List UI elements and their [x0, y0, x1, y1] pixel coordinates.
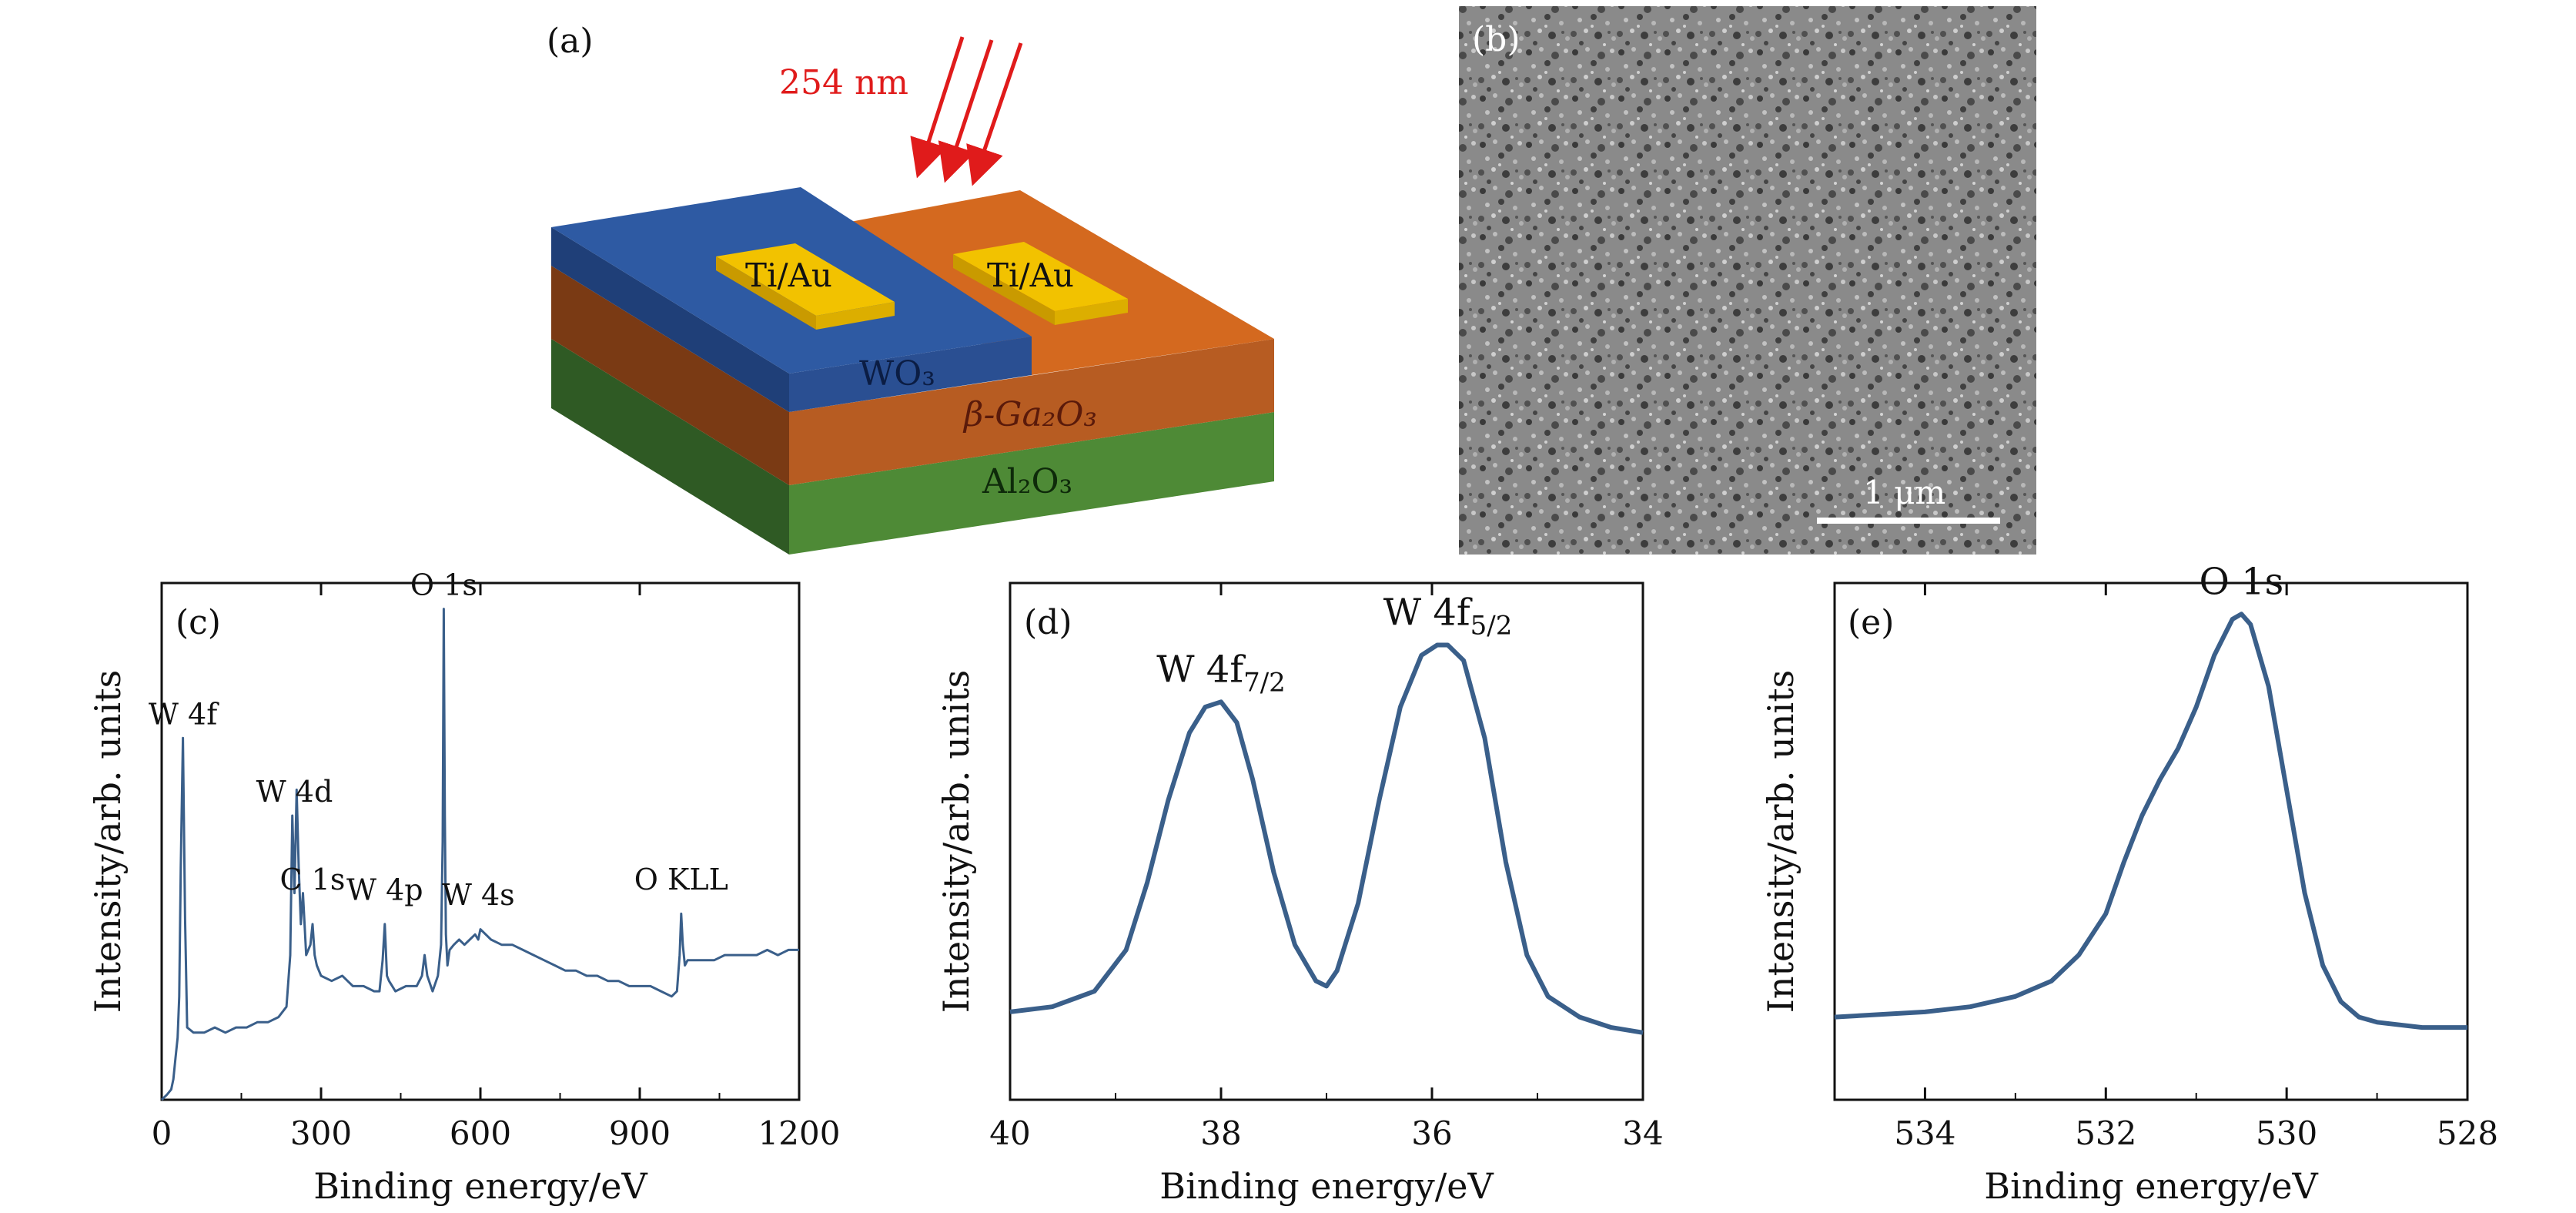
scale-bar-label: 1 μm — [1863, 474, 1945, 511]
al2o3-side-front — [789, 412, 1274, 555]
uv-arrows — [910, 36, 1023, 186]
ga2o3-side-front — [789, 339, 1274, 485]
peak-label: W 4f5/2 — [1383, 591, 1513, 642]
x-tick-label: 0 — [152, 1114, 172, 1152]
layer-label-al2o3: Al₂O₃ — [982, 462, 1072, 501]
x-axis-title: Binding energy/eV — [313, 1165, 647, 1207]
panel-e: (e) 534 532 530 528 Binding energy/eV Intensi… — [1760, 560, 2498, 1207]
peak-label: C 1s — [280, 863, 346, 896]
spectrum-line — [1834, 612, 2467, 1030]
x-tick-label: 530 — [2256, 1114, 2317, 1152]
panel-label-e: (e) — [1848, 603, 1894, 642]
uv-arrow-2 — [938, 39, 994, 183]
x-tick-label: 38 — [1200, 1114, 1241, 1152]
y-axis-title: Intensity/arb. units — [1760, 670, 1802, 1014]
panel-label-d: (d) — [1024, 603, 1072, 642]
x-tick-label: 40 — [989, 1114, 1030, 1152]
electrode-label-right: Ti/Au — [987, 256, 1074, 294]
x-tick-label: 534 — [1894, 1114, 1955, 1152]
uv-arrow-3 — [966, 42, 1023, 186]
wo3-side-front — [789, 337, 1032, 412]
spectrum-line — [160, 608, 799, 1101]
chart-c: 0 300 600 900 1200 Binding energy/eV Intensity… — [87, 568, 840, 1207]
electrode-label-left: Ti/Au — [745, 256, 832, 294]
x-tick-label: 36 — [1411, 1114, 1452, 1152]
spectrum-line — [1009, 642, 1644, 1035]
x-tick-label: 34 — [1622, 1114, 1663, 1152]
chart-e: 534 532 530 528 Binding energy/eV Intensity/a… — [1760, 560, 2498, 1207]
peak-label: O 1s — [410, 568, 477, 602]
peak-label: W 4f7/2 — [1156, 648, 1286, 698]
ga2o3-side-left — [551, 266, 789, 485]
peak-label: O 1s — [2200, 560, 2284, 603]
sem-image — [1459, 6, 2036, 555]
x-tick-label: 528 — [2437, 1114, 2498, 1152]
x-tick-label: 1200 — [758, 1114, 841, 1152]
peak-label: W 4s — [442, 878, 515, 912]
panel-label-c: (c) — [176, 603, 221, 642]
y-axis-title: Intensity/arb. units — [935, 670, 977, 1014]
electrode-right: Ti/Au — [953, 242, 1128, 325]
uv-label: 254 nm — [779, 63, 908, 102]
panel-label-a: (a) — [547, 22, 594, 61]
x-axis-title: Binding energy/eV — [1984, 1165, 2318, 1207]
x-tick-label: 532 — [2075, 1114, 2136, 1152]
x-axis-title: Binding energy/eV — [1159, 1165, 1494, 1207]
x-tick-label: 600 — [450, 1114, 511, 1152]
x-tick-label: 900 — [609, 1114, 671, 1152]
panel-a: (a) Ti/Au Ti/Au WO₃ β-Ga₂O₃ Al₂O₃ — [547, 22, 1274, 555]
peak-label: O KLL — [634, 863, 728, 896]
wo3-side-left — [551, 227, 789, 412]
panel-d: (d) 40 38 36 34 Binding energy/eV Intensity/a… — [935, 581, 1664, 1207]
layer-label-ga2o3: β-Ga₂O₃ — [962, 395, 1097, 434]
plot-frame — [1009, 581, 1644, 1101]
plot-frame — [1833, 581, 2469, 1101]
y-axis-title: Intensity/arb. units — [87, 670, 129, 1014]
panel-b: (b) 1 μm — [1459, 6, 2036, 555]
layer-label-wo3: WO₃ — [859, 354, 935, 394]
electrode-left: Ti/Au — [716, 243, 895, 330]
al2o3-side-left — [551, 339, 789, 555]
peak-label: W 4f — [149, 697, 219, 731]
peak-label: W 4d — [256, 775, 333, 809]
peak-label: W 4p — [346, 873, 423, 906]
chart-d: 40 38 36 34 Binding energy/eV Intensity/arb. … — [935, 581, 1664, 1207]
panel-label-b: (b) — [1472, 20, 1521, 59]
x-tick-label: 300 — [290, 1114, 352, 1152]
panel-c: (c) 0 300 600 900 1200 Binding energy/eV Inten… — [87, 568, 840, 1207]
uv-arrow-1 — [910, 36, 965, 179]
